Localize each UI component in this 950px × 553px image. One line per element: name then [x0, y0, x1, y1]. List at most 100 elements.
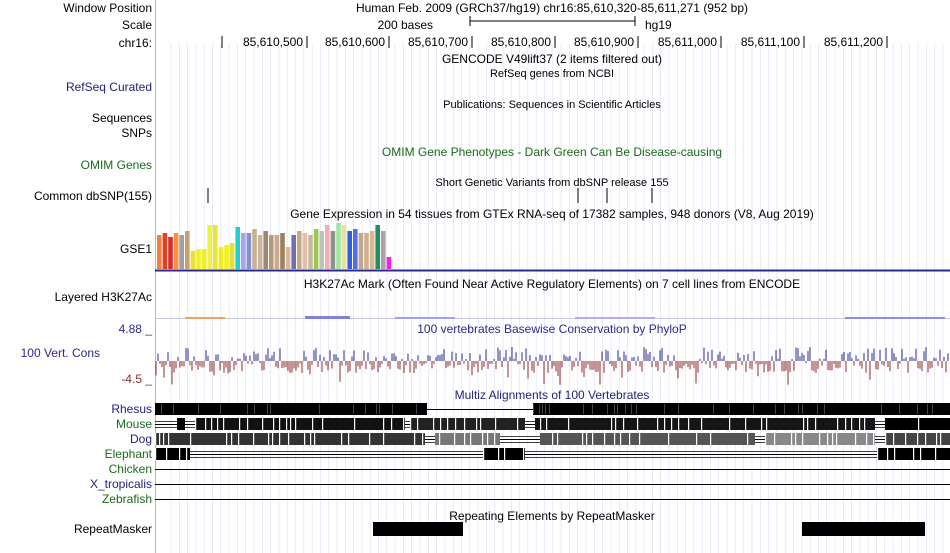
gtex-tissue-bar[interactable]	[252, 229, 257, 269]
track-label-conservation[interactable]: 100 Vert. Cons	[20, 346, 100, 360]
gtex-tissue-bar[interactable]	[213, 225, 218, 269]
cons-min-value: -4.5 _	[121, 372, 152, 386]
track-label-repeatmasker[interactable]: RepeatMasker	[73, 522, 152, 536]
gtex-tissue-bar[interactable]	[375, 225, 380, 269]
gencode-track-title: GENCODE V49lift37 (2 items filtered out)	[442, 52, 662, 66]
species-label-zebrafish[interactable]: Zebrafish	[101, 492, 152, 506]
multiz-track-title: Multiz Alignments of 100 Vertebrates	[455, 388, 650, 402]
species-label-mouse[interactable]: Mouse	[115, 417, 152, 431]
gtex-tissue-bar[interactable]	[319, 231, 324, 269]
scale-bar-text: 200 bases	[378, 18, 433, 32]
track-label-h3k27ac[interactable]: Layered H3K27Ac	[54, 290, 152, 304]
window-position-text: Human Feb. 2009 (GRCh37/hg19) chr16:85,6…	[356, 1, 748, 15]
dbsnp-track-title: Short Genetic Variants from dbSNP releas…	[435, 177, 668, 189]
gtex-tissue-bar[interactable]	[285, 247, 291, 269]
species-label-elephant[interactable]: Elephant	[104, 447, 152, 461]
omim-track-title: OMIM Gene Phenotypes - Dark Green Can Be…	[382, 145, 722, 159]
repeat-element[interactable]	[373, 522, 463, 536]
track-image[interactable]: Human Feb. 2009 (GRCh37/hg19) chr16:85,6…	[155, 0, 950, 553]
gtex-tissue-bar[interactable]	[386, 257, 392, 269]
gtex-tissue-bar[interactable]	[235, 227, 240, 269]
gtex-tissue-bar[interactable]	[162, 233, 168, 269]
h3k27ac-signal[interactable]	[155, 316, 950, 319]
gtex-tissue-bar[interactable]	[168, 237, 173, 269]
ruler-tick-label: 85,611,000	[658, 35, 717, 49]
window-position-label: Window Position	[63, 1, 152, 15]
cons-max-value: 4.88 _	[118, 322, 152, 336]
gtex-tissue-bar[interactable]	[353, 229, 358, 269]
gtex-expression-bars[interactable]	[157, 223, 392, 269]
publications-track-title: Publications: Sequences in Scientific Ar…	[443, 99, 661, 111]
gtex-tissue-bar[interactable]	[224, 245, 229, 269]
alignment-row[interactable]	[155, 433, 950, 445]
alignment-row[interactable]	[155, 448, 950, 460]
track-label-snps[interactable]: SNPs	[121, 126, 152, 140]
h3k27ac-track-title: H3K27Ac Mark (Often Found Near Active Re…	[304, 277, 800, 291]
alignment-row[interactable]	[155, 403, 950, 415]
gtex-tissue-bar[interactable]	[207, 225, 212, 269]
track-label-dbsnp[interactable]: Common dbSNP(155)	[33, 189, 152, 203]
conservation-wiggle[interactable]	[155, 347, 949, 385]
ruler-tick-label: 85,611,100	[741, 35, 800, 49]
gtex-tissue-bar[interactable]	[241, 233, 246, 269]
gtex-tissue-bar[interactable]	[269, 235, 274, 269]
gtex-tissue-bar[interactable]	[341, 225, 347, 269]
gtex-tissue-bar[interactable]	[246, 233, 252, 269]
gtex-tissue-bar[interactable]	[157, 235, 162, 269]
dbsnp-variants[interactable]	[207, 188, 653, 203]
repeatmasker-elements[interactable]	[373, 522, 925, 536]
gtex-tissue-bar[interactable]	[358, 233, 364, 269]
gtex-tissue-bar[interactable]	[302, 233, 308, 269]
gtex-tissue-bar[interactable]	[196, 249, 201, 269]
species-label-dog[interactable]: Dog	[129, 432, 152, 446]
gtex-tissue-bar[interactable]	[229, 243, 235, 269]
track-label-gtex[interactable]: GSE1	[119, 242, 152, 256]
gtex-track-title: Gene Expression in 54 tissues from GTEx …	[290, 207, 814, 221]
gtex-tissue-bar[interactable]	[369, 231, 375, 269]
multiz-alignment-rows[interactable]	[155, 403, 950, 500]
scale-assembly: hg19	[645, 18, 672, 32]
gtex-tissue-bar[interactable]	[179, 235, 184, 269]
repeatmasker-track-title: Repeating Elements by RepeatMasker	[449, 509, 654, 523]
gtex-tissue-bar[interactable]	[280, 233, 285, 269]
refseq-track-title: RefSeq genes from NCBI	[490, 68, 614, 80]
gtex-tissue-bar[interactable]	[190, 251, 196, 269]
gtex-tissue-bar[interactable]	[185, 231, 190, 269]
gtex-tissue-bar[interactable]	[364, 233, 369, 269]
track-label-sequences[interactable]: Sequences	[91, 111, 152, 125]
scale-label: Scale	[121, 18, 152, 32]
ruler-tick-label: 85,610,700	[408, 35, 468, 49]
gtex-tissue-bar[interactable]	[325, 225, 330, 269]
ruler-tick-label: 85,610,800	[491, 35, 551, 49]
gtex-tissue-bar[interactable]	[173, 233, 179, 269]
gtex-tissue-bar[interactable]	[330, 231, 336, 269]
ruler-tick-label: 85,610,900	[574, 35, 634, 49]
species-label-xtropicalis[interactable]: X_tropicalis	[89, 477, 152, 491]
gtex-tissue-bar[interactable]	[336, 223, 341, 269]
ruler-tick-label: 85,610,600	[325, 35, 385, 49]
ruler-tick-label: 85,610,500	[243, 35, 303, 49]
vertical-gridlines	[170, 44, 944, 553]
track-label-refseq[interactable]: RefSeq Curated	[65, 80, 152, 94]
gtex-tissue-bar[interactable]	[291, 235, 296, 269]
gtex-tissue-bar[interactable]	[263, 231, 268, 269]
gtex-tissue-bar[interactable]	[313, 229, 319, 269]
alignment-row[interactable]	[155, 418, 950, 430]
gtex-tissue-bar[interactable]	[308, 235, 313, 269]
species-label-chicken[interactable]: Chicken	[108, 462, 152, 476]
species-label-rhesus[interactable]: Rhesus	[111, 402, 152, 416]
gtex-tissue-bar[interactable]	[347, 231, 352, 269]
gtex-tissue-bar[interactable]	[257, 235, 263, 269]
gtex-tissue-bar[interactable]	[381, 231, 386, 269]
repeat-element[interactable]	[802, 522, 925, 536]
ruler-tick-label: 85,611,200	[824, 35, 883, 49]
gtex-tissue-bar[interactable]	[201, 249, 207, 269]
gtex-tissue-bar[interactable]	[274, 235, 280, 269]
base-position-ruler[interactable]: 85,610,500 85,610,600 85,610,700 85,610,800…	[221, 35, 888, 49]
conservation-track-title: 100 vertebrates Basewise Conservation by…	[417, 322, 686, 336]
track-label-omim[interactable]: OMIM Genes	[80, 158, 152, 172]
gtex-tissue-bar[interactable]	[218, 247, 224, 269]
gtex-tissue-bar[interactable]	[297, 231, 302, 269]
chrom-label: chr16:	[118, 36, 152, 50]
